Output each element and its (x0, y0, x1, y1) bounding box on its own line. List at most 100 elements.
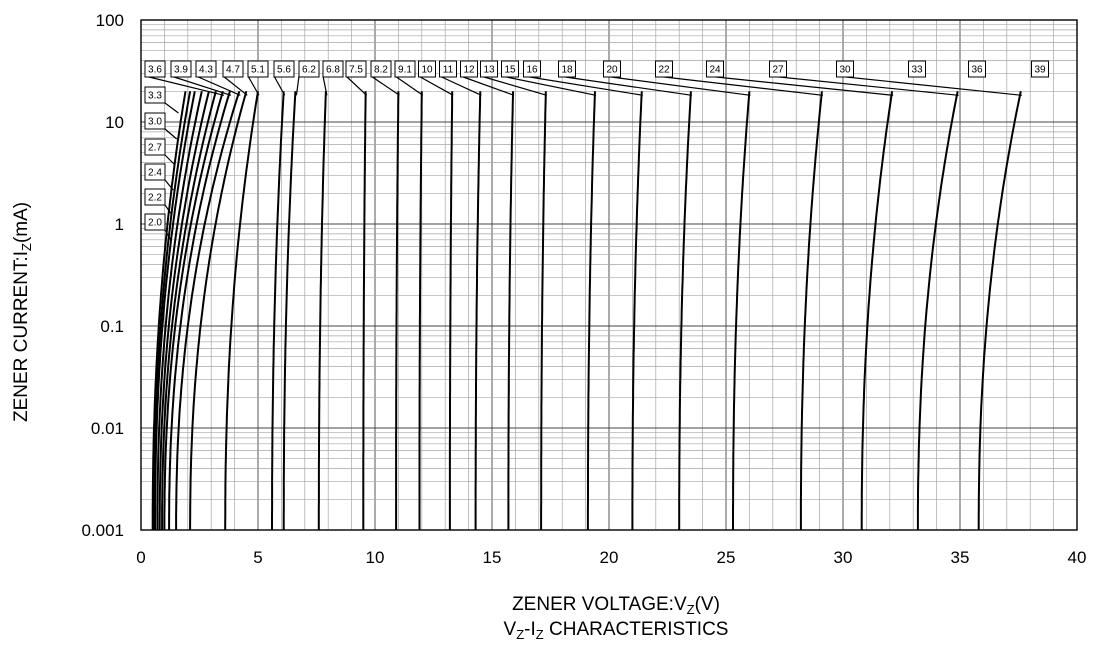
curve-label-leader (164, 229, 172, 241)
curve-label-box (523, 60, 541, 78)
vz-curve (916, 91, 959, 530)
curve-label-text: 36 (971, 65, 983, 76)
curve-label-text: 33 (911, 65, 923, 76)
curve-label-box (322, 60, 344, 78)
curve-label-box (144, 86, 166, 104)
y-axis-title-sub: Z (19, 243, 34, 251)
x-axis-title-sub: Z (686, 602, 695, 617)
curve-label-leader (144, 75, 225, 96)
curve-label-text: 7.5 (349, 65, 363, 76)
curve-label-text: 9.1 (398, 65, 412, 76)
vz-curve (799, 91, 823, 530)
curve-label-box (769, 60, 787, 78)
curve-label-box (298, 60, 320, 78)
curve-label-leader (523, 75, 643, 96)
curve-label-box (222, 60, 244, 78)
curve-label-text: 3.6 (148, 65, 162, 76)
curve-label-box (501, 60, 519, 78)
curve-label-text: 22 (658, 65, 670, 76)
curve-label-box (394, 60, 416, 78)
curve-label-leader (655, 75, 824, 96)
vz-curve (395, 91, 400, 530)
curve-label-box (480, 60, 498, 78)
curve-label-box (603, 60, 621, 78)
vz-curve (154, 91, 196, 530)
x-tick-label: 40 (1068, 548, 1087, 567)
curve-label-leader (164, 204, 173, 216)
curve-label-text: 2.0 (148, 218, 162, 229)
x-tick-label: 30 (834, 548, 853, 567)
vz-curve (860, 91, 894, 530)
vz-curve (158, 91, 210, 530)
curve-label-leader (418, 75, 454, 96)
y-tick-label: 0.001 (81, 521, 124, 540)
curve-label-text: 5.6 (277, 65, 291, 76)
curve-label-box (144, 213, 166, 231)
x-tick-label: 5 (253, 548, 262, 567)
x-tick-label: 25 (717, 548, 736, 567)
curve-label-leader (769, 75, 959, 96)
y-axis-title: ZENER CURRENT:IZ(mA) (11, 202, 34, 422)
curve-label-box (273, 60, 295, 78)
curve-label-box (195, 60, 217, 78)
curve-label-leader (480, 75, 547, 96)
vz-curve (474, 91, 482, 530)
curve-label-box (144, 188, 166, 206)
vz-curve (189, 91, 248, 530)
curve-label-text: 8.2 (374, 65, 388, 76)
curve-label-leader (273, 75, 286, 96)
y-tick-label: 1 (115, 215, 124, 234)
curve-label-leader (460, 75, 515, 96)
subtitle-b: -I (524, 619, 536, 640)
curve-label-box (706, 60, 724, 78)
y-tick-label: 10 (105, 113, 124, 132)
vz-curve (362, 91, 367, 530)
plot-frame (140, 19, 1078, 531)
vz-curve (224, 91, 259, 530)
y-axis-title-unit: (mA) (11, 201, 32, 244)
vz-curve (631, 91, 643, 530)
x-axis-title-unit: (V) (694, 594, 720, 615)
curve-label-box (247, 60, 269, 78)
curve-label-leader (501, 75, 597, 96)
curve-label-text: 30 (839, 65, 851, 76)
curve-label-leader (222, 75, 248, 96)
curve-label-box (1031, 60, 1049, 78)
curve-label-leader (247, 75, 260, 96)
curve-label-text: 3.3 (148, 91, 162, 102)
subtitle-c: CHARACTERISTICS (543, 619, 729, 640)
curve-label-leader (295, 75, 300, 96)
vz-curve (418, 91, 423, 530)
vz-curve (448, 91, 454, 530)
curve-label-box (655, 60, 673, 78)
y-tick-label: 0.01 (91, 419, 124, 438)
curve-label-text: 2.7 (148, 143, 162, 154)
curve-label-text: 10 (421, 65, 433, 76)
curve-label-leader (706, 75, 894, 96)
curve-label-leader (164, 179, 174, 191)
tick-labels: 0 5 10 15 20 25 30 35 40 0.001 0.01 0.1 1 10 100 (81, 11, 1086, 567)
curve-label-leader (164, 128, 178, 140)
curve-label-leader (322, 75, 328, 96)
y-axis-title-text: ZENER CURRENT:I (11, 250, 32, 422)
chart-subtitle: VZ-IZ CHARACTERISTICS (0, 619, 1096, 642)
curve-label-box (908, 60, 926, 78)
x-tick-label: 10 (366, 548, 385, 567)
vz-curve (540, 91, 547, 530)
curve-label-text: 5.1 (251, 65, 265, 76)
curve-label-text: 18 (561, 65, 573, 76)
vz-curve (161, 91, 217, 530)
curve-label-leader (345, 75, 368, 96)
curve-label-box (370, 60, 392, 78)
curve-label-leader (603, 75, 751, 96)
vz-curve (732, 91, 751, 530)
curve-label-leader (439, 75, 482, 96)
curve-label-leader (370, 75, 400, 96)
vz-curve (156, 91, 203, 530)
curve-label-text: 12 (463, 65, 475, 76)
curve-label-text: 2.2 (148, 193, 162, 204)
x-axis-title: ZENER VOLTAGE:VZ(V) (0, 594, 1096, 617)
curve-label-text: 3.9 (174, 65, 188, 76)
curve-label-leader (558, 75, 692, 96)
